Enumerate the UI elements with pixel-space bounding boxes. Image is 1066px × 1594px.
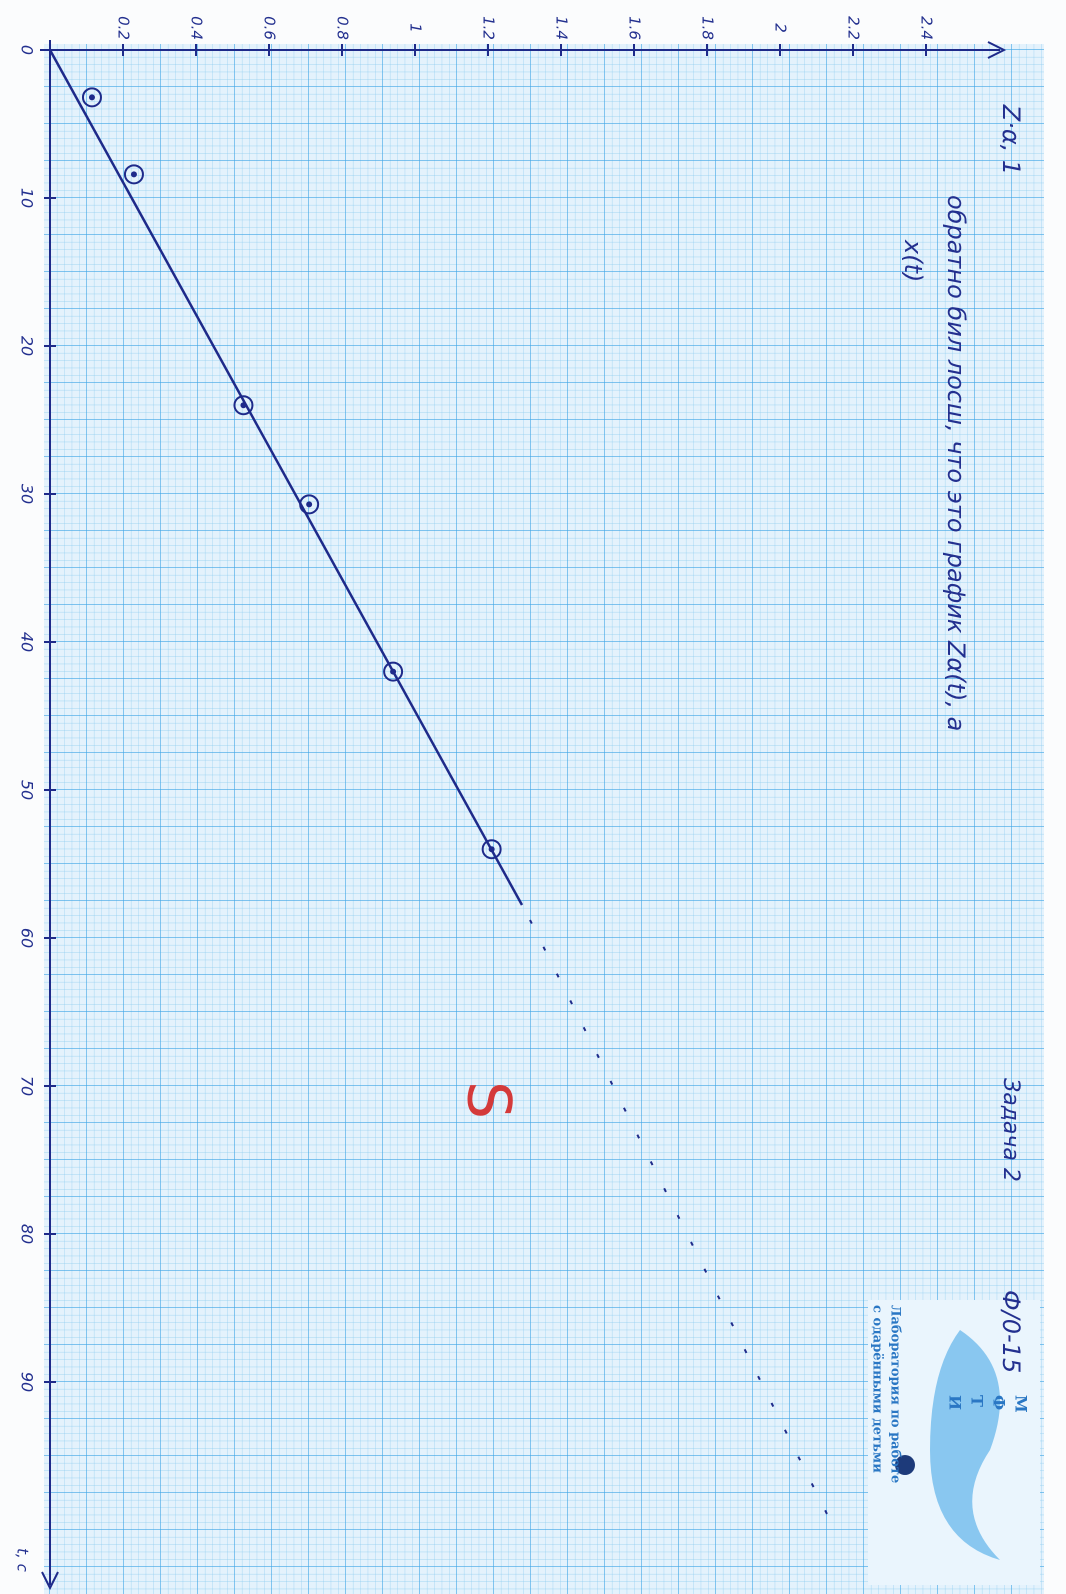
- y-axis-label: Z·α, 1: [997, 104, 1025, 175]
- stamp-text: с одарёнными детьми: [870, 1305, 885, 1473]
- stamp-letter: Ф: [990, 1395, 1009, 1410]
- chart: 0 10 20 30 40 50 60 70 80 90 0.2 0.4 0.6 0.8 1 1.2 1.4 1.…: [0, 0, 1066, 1594]
- y-tick-label: 2: [772, 23, 790, 33]
- chart-title: Задача 2: [998, 1078, 1023, 1182]
- y-tick-label: 0.4: [188, 16, 206, 40]
- stamp-letter: Т: [968, 1395, 987, 1407]
- x-tick-label: 60: [18, 928, 37, 948]
- y-tick-label: 0.6: [261, 16, 279, 40]
- annotation: S: [453, 1081, 523, 1119]
- point-dot: [131, 171, 137, 177]
- y-tick-label: 1.8: [699, 16, 717, 40]
- y-tick-label: 1.2: [480, 16, 498, 40]
- x-tick-label: 30: [18, 484, 37, 504]
- y-tick-label: 2.4: [918, 16, 936, 40]
- point-dot: [390, 669, 396, 675]
- x-tick-label: 70: [18, 1076, 37, 1096]
- point-dot: [240, 402, 246, 408]
- x-tick-label: 0: [18, 45, 37, 55]
- y-tick-label: 1: [407, 23, 425, 33]
- y-tick-label: 1.4: [553, 16, 571, 40]
- y-tick-label: 2.2: [845, 16, 863, 40]
- annotation: Ф/0-15: [997, 1290, 1025, 1373]
- y-tick-label: 0.8: [334, 16, 352, 40]
- point-dot: [306, 501, 312, 507]
- point-dot: [489, 846, 495, 852]
- stamp-text: Лаборатория по работе: [888, 1305, 903, 1483]
- y-tick-label: 1.6: [626, 16, 644, 40]
- annotation: x(t): [899, 239, 927, 282]
- x-axis-label: t, c: [14, 1548, 32, 1572]
- stamp-letter: И: [946, 1395, 965, 1410]
- x-tick-label: 40: [18, 632, 37, 652]
- y-tick-label: 0.2: [115, 16, 133, 40]
- x-tick-label: 20: [18, 336, 37, 356]
- stamp-letter: М: [1012, 1395, 1031, 1413]
- x-tick-label: 90: [18, 1372, 37, 1392]
- x-tick-label: 80: [18, 1224, 37, 1244]
- point-dot: [89, 94, 95, 100]
- x-tick-label: 50: [18, 780, 37, 800]
- page: 0 10 20 30 40 50 60 70 80 90 0.2 0.4 0.6 0.8 1 1.2 1.4 1.…: [0, 0, 1066, 1594]
- x-tick-label: 10: [18, 188, 37, 208]
- annotation: обратно бил лосш, что это график Zα(t), …: [942, 195, 970, 731]
